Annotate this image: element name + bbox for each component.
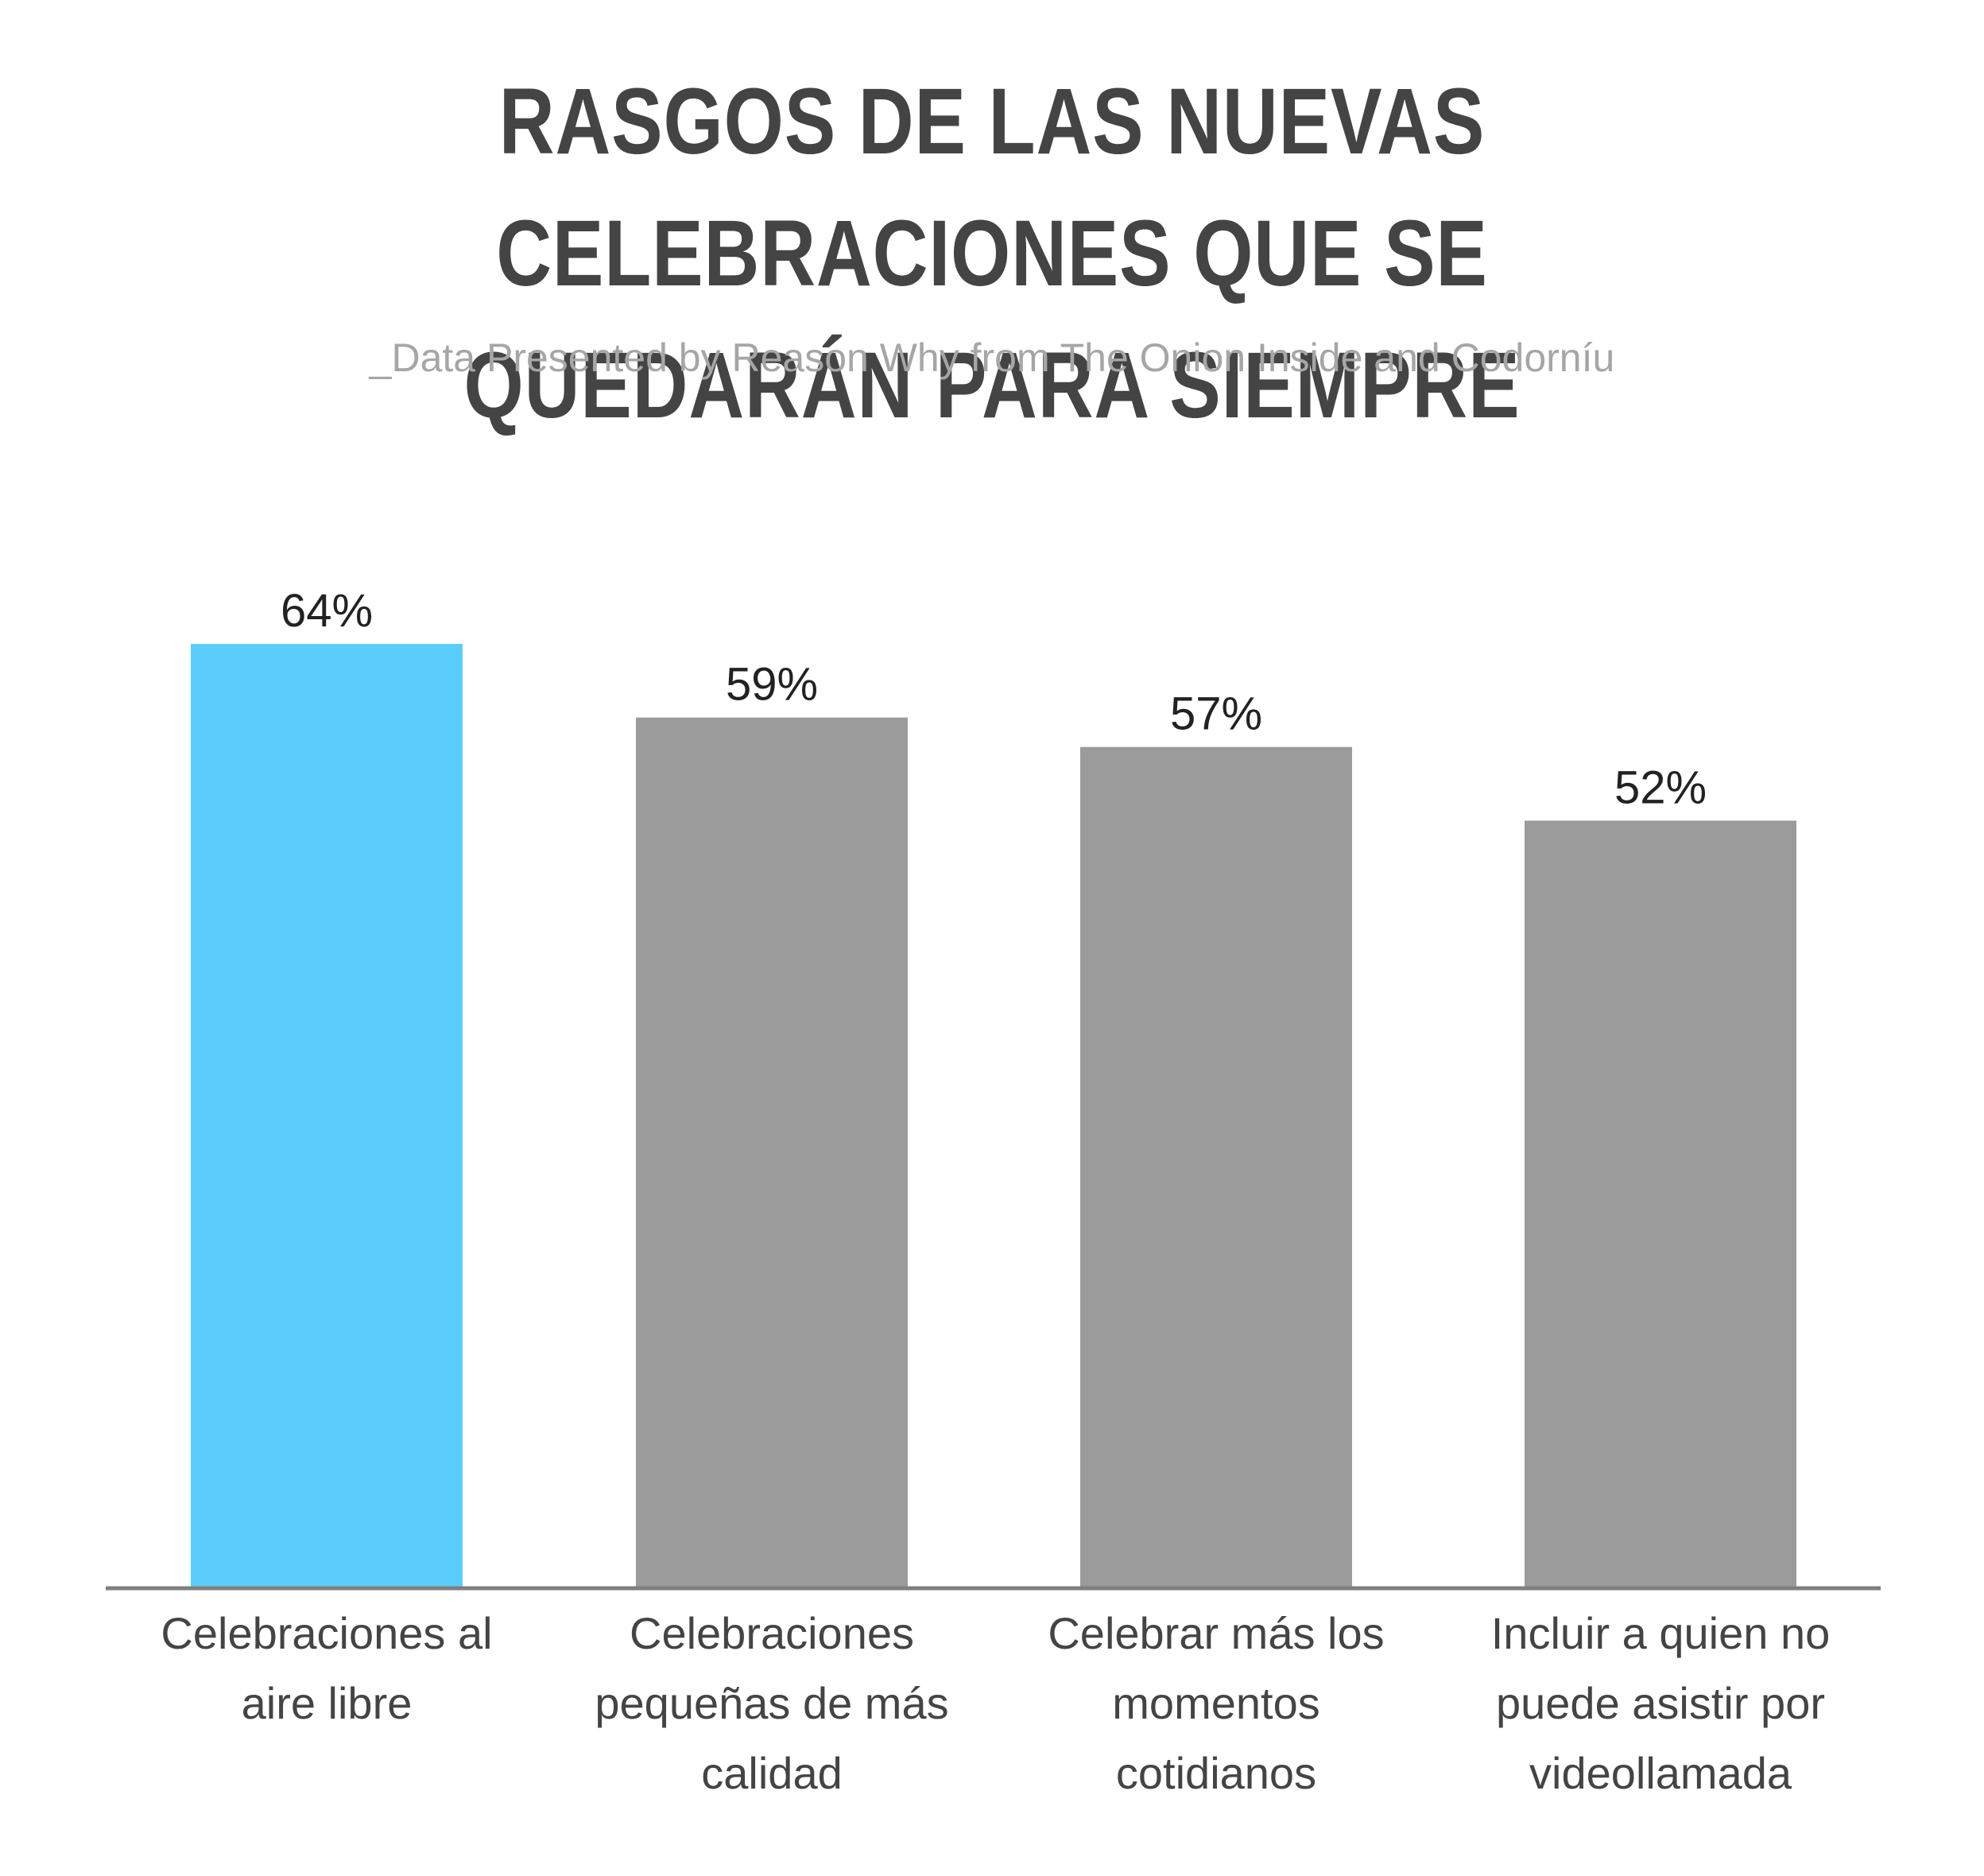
category-label-2: Celebraciones pequeñas de más calidad — [595, 1608, 948, 1798]
bar-value-label-3: 57% — [1170, 688, 1262, 740]
category-label-1: Celebraciones al aire libre — [161, 1608, 492, 1728]
bar-value-label-1: 64% — [281, 585, 373, 637]
category-label-2-line-2: pequeñas de más — [595, 1678, 948, 1728]
category-label-4-line-3: videollamada — [1529, 1748, 1792, 1798]
category-label-3-line-3: cotidianos — [1116, 1748, 1316, 1798]
chart-title-line-1: RASGOS DE LAS NUEVAS CELEBRACIONES QUE S… — [496, 69, 1488, 306]
category-label-2-line-3: calidad — [701, 1748, 842, 1798]
category-label-3-line-1: Celebrar más los — [1048, 1608, 1384, 1658]
category-label-1-line-1: Celebraciones al — [161, 1608, 492, 1658]
chart-subtitle: _Data Presented by Reason Why from The O… — [369, 335, 1615, 380]
bar-1 — [191, 644, 463, 1587]
bar-value-label-2: 59% — [726, 659, 818, 711]
chart-title: RASGOS DE LAS NUEVAS CELEBRACIONES QUE S… — [179, 56, 1806, 452]
bar-value-label-4: 52% — [1614, 762, 1707, 813]
category-label-1-line-2: aire libre — [242, 1678, 413, 1728]
category-label-2-line-1: Celebraciones — [630, 1608, 914, 1658]
bar-3 — [1080, 746, 1352, 1587]
category-label-4-line-2: puede asistir por — [1496, 1678, 1825, 1728]
category-label-4: Incluir a quien no puede asistir por video… — [1491, 1608, 1831, 1798]
chart-title-line-2: QUEDARÁN PARA SIEMPRE — [463, 333, 1521, 438]
category-label-3: Celebrar más los momentos cotidianos — [1048, 1608, 1384, 1798]
category-label-3-line-2: momentos — [1112, 1678, 1319, 1728]
category-label-4-line-1: Incluir a quien no — [1491, 1608, 1831, 1658]
bar-4 — [1525, 820, 1796, 1587]
bar-2 — [636, 717, 908, 1587]
